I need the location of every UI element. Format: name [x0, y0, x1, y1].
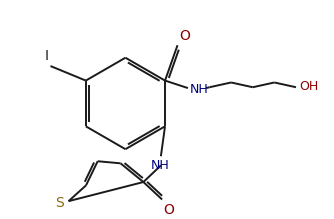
Text: O: O [180, 29, 190, 43]
Text: NH: NH [190, 83, 208, 96]
Text: NH: NH [151, 159, 169, 172]
Text: S: S [55, 196, 63, 210]
Text: O: O [163, 203, 174, 217]
Text: I: I [44, 49, 48, 63]
Text: OH: OH [299, 80, 318, 93]
